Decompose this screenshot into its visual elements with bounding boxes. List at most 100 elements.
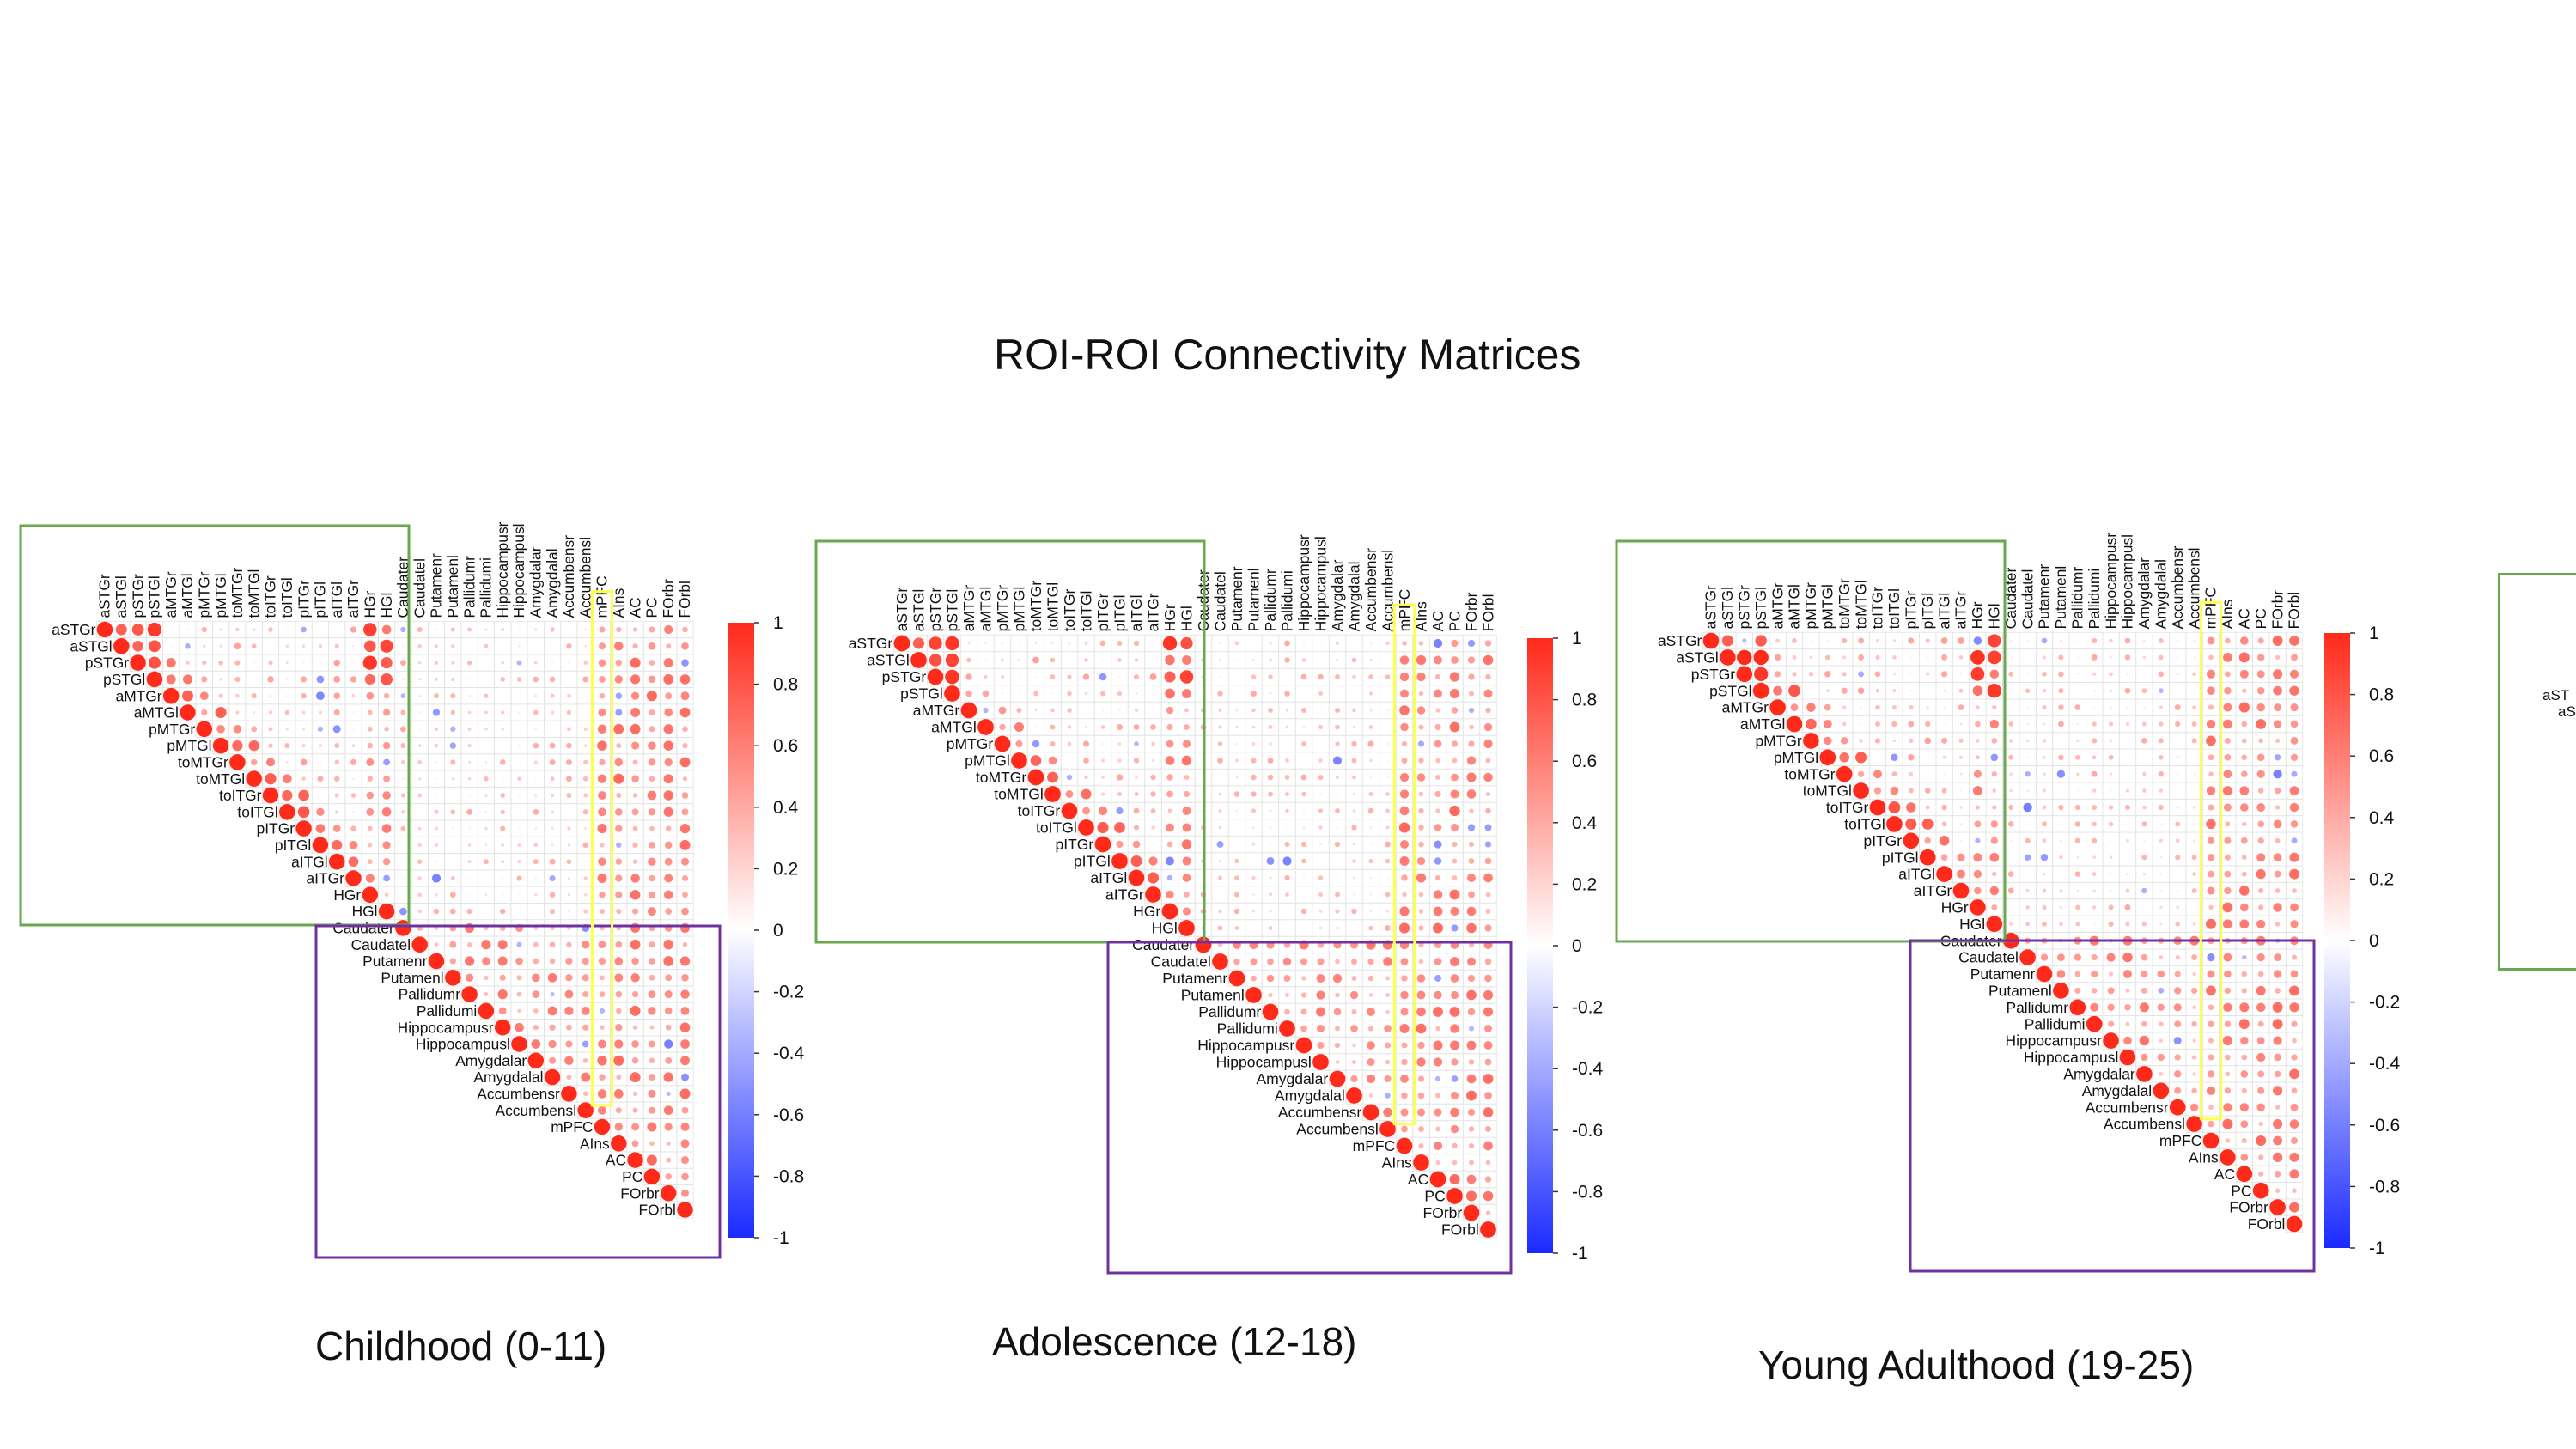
correlation-dot xyxy=(1098,806,1108,816)
correlation-dot xyxy=(1891,771,1897,777)
correlation-dot xyxy=(2010,690,2013,692)
correlation-dot xyxy=(2256,703,2265,712)
colorbar-tick-label: -0.6 xyxy=(2369,1116,2400,1135)
correlation-dot xyxy=(1251,875,1256,880)
correlation-dot xyxy=(1959,722,1963,726)
correlation-dot xyxy=(2256,670,2265,679)
colorbar-tick-label: -1 xyxy=(1572,1244,1588,1263)
matrix-row xyxy=(1044,785,1497,803)
correlation-dot xyxy=(927,668,944,685)
correlation-dot xyxy=(1432,922,1444,934)
correlation-dot xyxy=(2192,806,2196,809)
correlation-dot xyxy=(643,1168,661,1185)
correlation-dot xyxy=(367,709,373,715)
correlation-dot xyxy=(1318,808,1324,813)
correlation-dot xyxy=(517,843,521,847)
correlation-dot xyxy=(1353,893,1355,896)
correlation-dot xyxy=(1484,1025,1492,1032)
correlation-dot xyxy=(484,643,489,648)
correlation-dot xyxy=(1925,638,1930,643)
row-label: FOrbr xyxy=(1422,1204,1462,1221)
correlation-dot xyxy=(2093,706,2096,709)
correlation-dot xyxy=(1943,706,1946,709)
correlation-dot xyxy=(2023,802,2032,813)
correlation-dot xyxy=(630,922,641,934)
correlation-dot xyxy=(2025,770,2031,777)
correlation-dot xyxy=(1266,974,1275,983)
correlation-dot xyxy=(2289,985,2299,996)
correlation-dot xyxy=(632,643,638,649)
correlation-dot xyxy=(1302,759,1306,762)
correlation-dot xyxy=(461,986,478,1002)
row-label: Pallidumi xyxy=(2025,1015,2086,1032)
matrix-row xyxy=(1985,915,2304,933)
correlation-dot xyxy=(1941,737,1948,744)
correlation-dot xyxy=(2106,953,2116,962)
correlation-dot xyxy=(449,742,457,749)
correlation-dot xyxy=(2025,922,2031,927)
correlation-dot xyxy=(284,709,290,715)
column-label: pMTGl xyxy=(1819,584,1836,629)
correlation-dot xyxy=(1233,892,1240,898)
correlation-dot xyxy=(1184,892,1190,898)
correlation-dot xyxy=(467,744,472,748)
correlation-dot xyxy=(1286,742,1288,746)
correlation-dot xyxy=(2256,1052,2266,1062)
column-label: aSTGr xyxy=(1702,585,1720,630)
correlation-dot xyxy=(2092,788,2097,793)
correlation-dot xyxy=(2207,636,2215,645)
correlation-dot xyxy=(1874,671,1881,678)
correlation-dot xyxy=(1399,672,1410,682)
correlation-dot xyxy=(631,1123,640,1131)
correlation-dot xyxy=(1991,738,1998,744)
correlation-dot xyxy=(2208,1020,2214,1027)
correlation-dot xyxy=(1283,974,1291,983)
matrix-row xyxy=(544,1068,694,1087)
correlation-dot xyxy=(2142,873,2146,876)
correlation-dot xyxy=(2208,771,2214,777)
correlation-dot xyxy=(2292,1188,2297,1193)
correlation-dot xyxy=(680,1039,690,1049)
correlation-dot xyxy=(1416,1007,1426,1017)
correlation-dot xyxy=(1803,733,1819,749)
colorbar-tick-label: -0.2 xyxy=(773,983,804,1002)
correlation-dot xyxy=(665,1024,672,1031)
correlation-dot xyxy=(2289,1169,2299,1179)
correlation-dot xyxy=(1319,659,1322,661)
correlation-dot xyxy=(893,635,910,652)
correlation-dot xyxy=(468,645,471,648)
correlation-dot xyxy=(1974,886,1982,895)
correlation-dot xyxy=(1166,890,1174,899)
correlation-dot xyxy=(1284,691,1290,697)
correlation-dot xyxy=(2258,904,2264,910)
correlation-dot xyxy=(1269,892,1272,897)
correlation-dot xyxy=(663,673,674,685)
correlation-dot xyxy=(599,1008,606,1014)
correlation-dot xyxy=(2192,1038,2196,1043)
correlation-dot xyxy=(2143,706,2146,709)
correlation-dot xyxy=(1416,1108,1426,1117)
colorbar-tick-label: 0.8 xyxy=(773,675,798,695)
correlation-dot xyxy=(1402,892,1407,898)
correlation-dot xyxy=(1449,805,1460,817)
correlation-dot xyxy=(648,675,656,684)
correlation-dot xyxy=(1386,742,1389,746)
panel-label-childhood: Childhood (0-11) xyxy=(315,1324,607,1368)
correlation-dot xyxy=(1452,1142,1458,1149)
correlation-dot xyxy=(1386,776,1389,779)
correlation-dot xyxy=(527,1052,545,1069)
correlation-dot xyxy=(2126,756,2129,758)
correlation-dot xyxy=(1319,642,1322,645)
correlation-dot xyxy=(452,827,454,830)
correlation-dot xyxy=(2058,754,2064,761)
correlation-dot xyxy=(233,725,242,734)
correlation-dot xyxy=(2238,702,2250,713)
correlation-dot xyxy=(1926,672,1930,676)
correlation-dot xyxy=(1908,754,1915,761)
correlation-dot xyxy=(2174,1020,2182,1028)
correlation-dot xyxy=(468,893,471,897)
correlation-dot xyxy=(2139,1002,2149,1013)
correlation-dot xyxy=(549,742,556,749)
correlation-dot xyxy=(502,645,504,648)
correlation-dot xyxy=(1335,674,1340,679)
